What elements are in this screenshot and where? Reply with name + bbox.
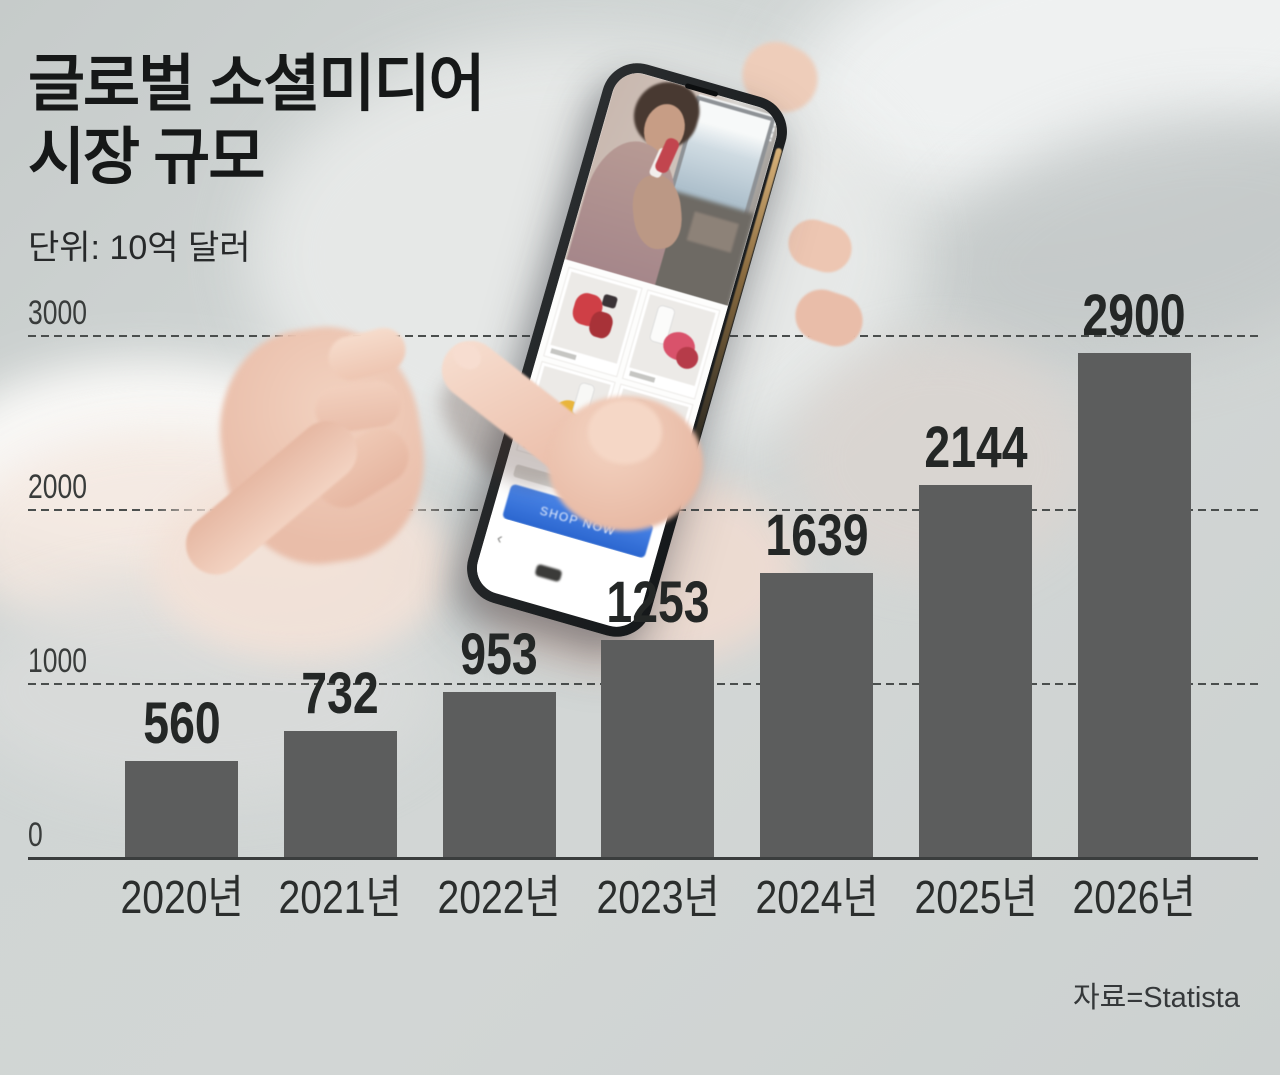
product-card (544, 267, 642, 376)
back-arrow-icon: ‹ (494, 529, 505, 548)
bar-2023년 (601, 639, 715, 858)
y-axis-tick-label-1000: 1000 (28, 642, 87, 680)
y-axis-tick-label-2000: 2000 (28, 468, 87, 506)
bar-2025년 (919, 484, 1032, 858)
source-credit: 자료=Statista (1072, 982, 1240, 1014)
product-photo-pink-flowers (628, 294, 716, 387)
chart-title-line2: 시장 규모 (28, 123, 265, 193)
bar-2021년 (283, 730, 397, 858)
bar-2024년 (760, 572, 874, 858)
y-axis-tick-label-3000: 3000 (28, 294, 87, 332)
x-axis-label: 2022년 (437, 871, 561, 923)
x-axis-label: 2023년 (596, 871, 720, 923)
pointing-hand-knuckle (588, 400, 662, 464)
bar-2022년 (442, 692, 556, 858)
bar-2026년 (1077, 353, 1191, 858)
bar-value-label: 2900 (1082, 283, 1186, 349)
bar-value-label: 732 (301, 660, 380, 726)
bar-value-label: 953 (460, 622, 538, 688)
fingertip-phone-right-edge (788, 282, 870, 354)
product-card (622, 290, 720, 399)
unit-label: 단위: 10억 달러 (28, 229, 251, 267)
bar-value-label: 560 (142, 690, 221, 756)
x-axis-label: 2026년 (1072, 871, 1196, 923)
bar-value-label: 1253 (606, 569, 710, 635)
product-photo-red-bag (550, 271, 638, 364)
chart-title-line1: 글로벌 소셜미디어 (28, 50, 486, 119)
bar-value-label: 2144 (923, 414, 1028, 480)
x-axis-label: 2024년 (755, 871, 879, 923)
bar-2020년 (125, 760, 238, 858)
bar-value-label: 1639 (765, 502, 869, 568)
x-axis-label: 2021년 (278, 871, 402, 923)
y-axis-tick-label-0: 0 (28, 816, 43, 854)
fingertip-phone-right-edge (782, 213, 858, 279)
x-axis-label: 2025년 (914, 871, 1037, 923)
x-axis-line (28, 857, 1258, 860)
home-button-smudge (534, 563, 563, 583)
chart-title: 글로벌 소셜미디어 시장 규모 (28, 48, 486, 194)
x-axis-label: 2020년 (120, 871, 243, 923)
